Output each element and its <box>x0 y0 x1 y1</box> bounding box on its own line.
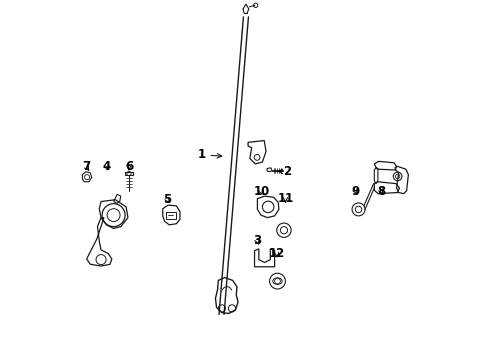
Text: 3: 3 <box>253 234 261 247</box>
Text: 6: 6 <box>124 160 133 173</box>
Text: 10: 10 <box>253 185 269 198</box>
Text: 12: 12 <box>268 247 285 260</box>
Text: 9: 9 <box>351 185 359 198</box>
Text: 7: 7 <box>82 160 90 173</box>
Text: 8: 8 <box>377 185 385 198</box>
Text: 4: 4 <box>102 160 110 173</box>
Text: 11: 11 <box>277 192 293 205</box>
Text: 1: 1 <box>197 148 221 161</box>
Text: 2: 2 <box>277 165 291 178</box>
Text: 5: 5 <box>163 193 171 206</box>
